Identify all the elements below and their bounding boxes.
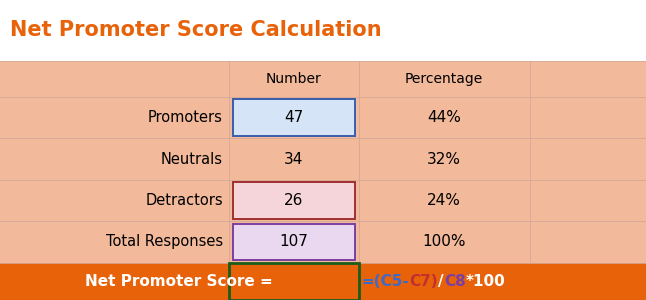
Text: 32%: 32% (427, 152, 461, 166)
Text: 34: 34 (284, 152, 304, 166)
Bar (233, 224, 355, 260)
Text: Total Responses: Total Responses (106, 234, 223, 249)
Bar (233, 99, 355, 136)
Bar (0, 0, 646, 61)
Text: C8: C8 (444, 274, 466, 289)
Text: Net Promoter Score =: Net Promoter Score = (85, 274, 273, 289)
Text: /: / (438, 274, 444, 289)
Text: 24%: 24% (427, 193, 461, 208)
Bar (0, 61, 646, 262)
Text: Detractors: Detractors (145, 193, 223, 208)
Bar (229, 262, 359, 300)
Text: 100%: 100% (422, 234, 466, 249)
Text: Net Promoter Score Calculation: Net Promoter Score Calculation (10, 20, 381, 40)
Bar (233, 182, 355, 219)
Text: =(C5-: =(C5- (362, 274, 410, 289)
Text: Number: Number (266, 72, 322, 86)
Text: 107: 107 (280, 234, 308, 249)
Text: 44%: 44% (427, 110, 461, 125)
Text: Percentage: Percentage (405, 72, 483, 86)
Bar (233, 224, 355, 260)
Bar (233, 182, 355, 219)
Bar (233, 99, 355, 136)
Bar (0, 262, 646, 300)
Text: 47: 47 (284, 110, 304, 125)
Text: *100: *100 (466, 274, 505, 289)
Text: 26: 26 (284, 193, 304, 208)
Text: Neutrals: Neutrals (161, 152, 223, 166)
Text: Promoters: Promoters (148, 110, 223, 125)
Text: C7): C7) (410, 274, 438, 289)
